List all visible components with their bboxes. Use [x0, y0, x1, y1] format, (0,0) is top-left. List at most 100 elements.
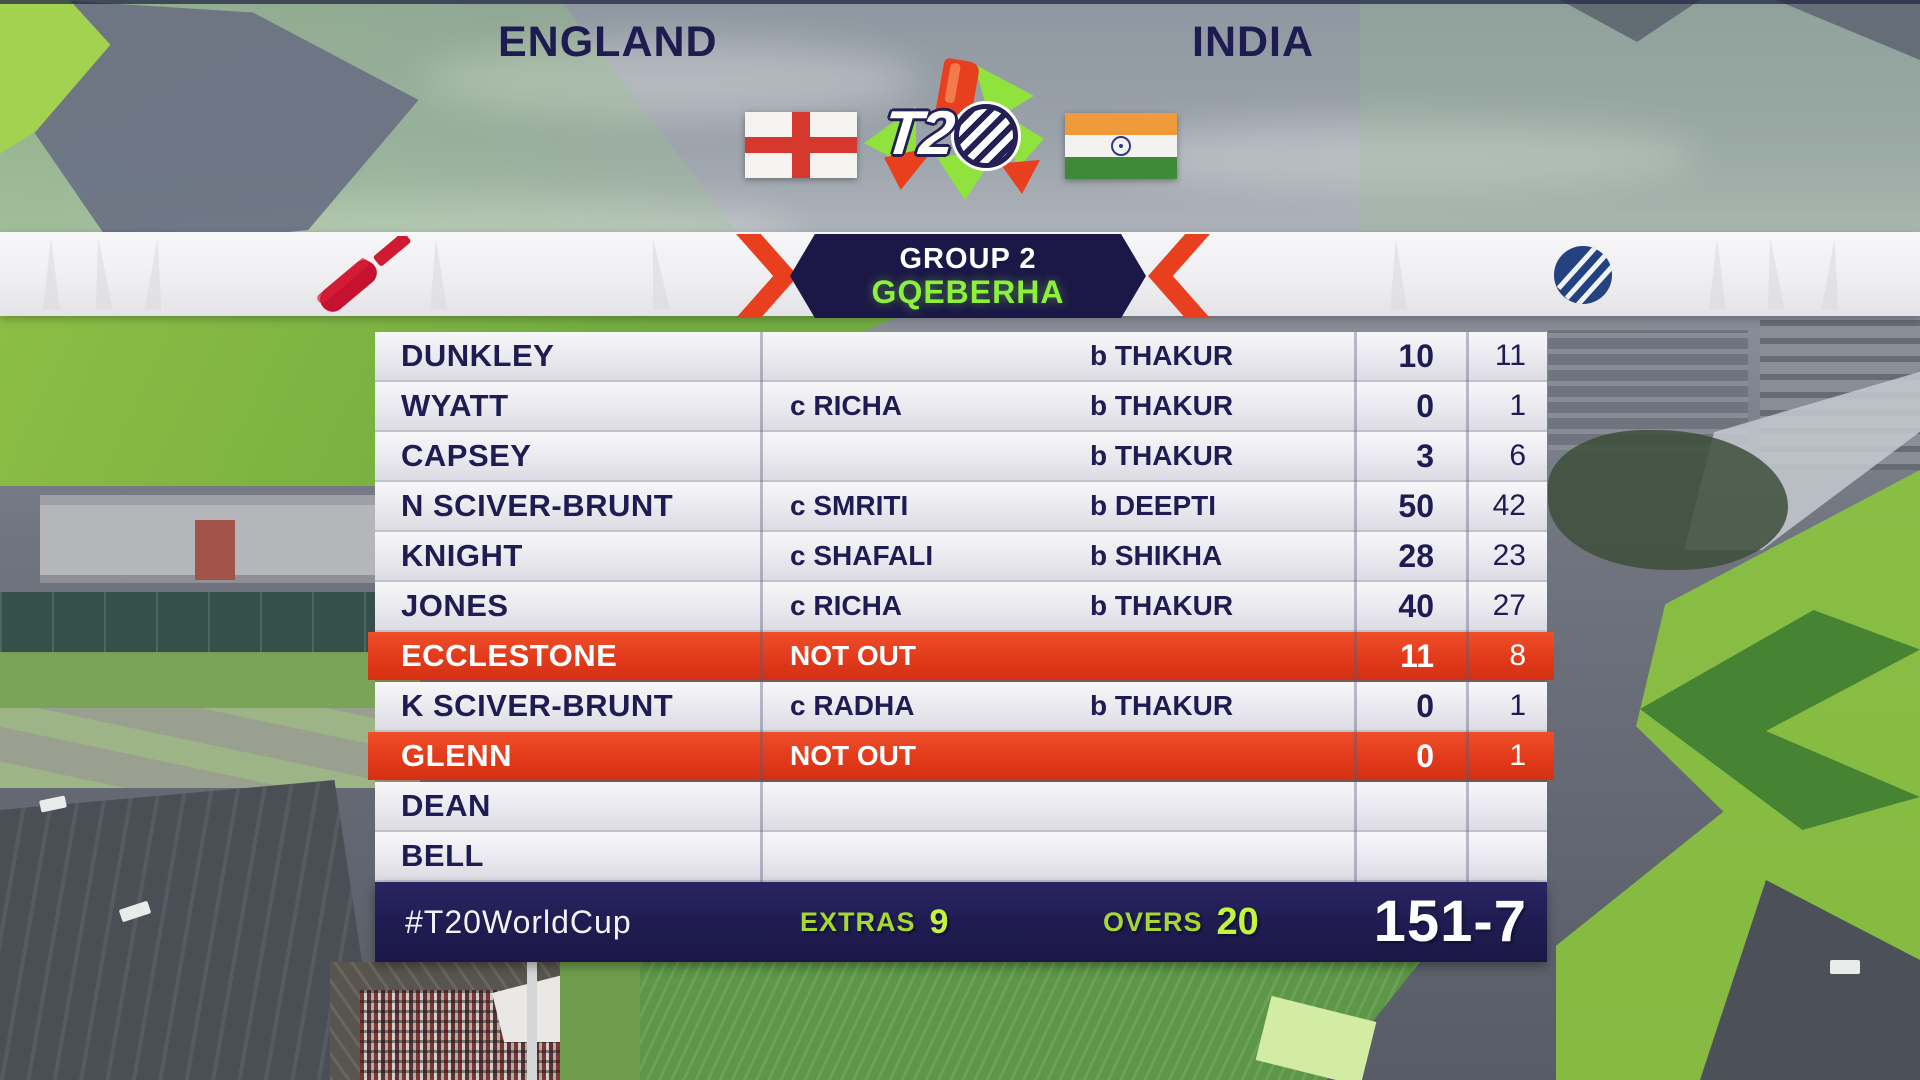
- balls-value: 11: [1494, 339, 1526, 372]
- batter-name: ECCLESTONE: [401, 638, 618, 673]
- dismissal-catch: NOT OUT: [790, 640, 916, 671]
- dismissal-bowler: b THAKUR: [1090, 340, 1234, 371]
- bg-shape: [0, 708, 420, 788]
- batter-name: WYATT: [401, 388, 509, 423]
- runs-value: 3: [1416, 438, 1434, 474]
- score-summary-bar: #T20WorldCup EXTRAS 9 OVERS 20 151-7: [375, 882, 1547, 962]
- overs-group: OVERS 20: [1103, 882, 1259, 962]
- runs-value: 40: [1398, 588, 1434, 624]
- ashoka-chakra-icon: [1111, 136, 1131, 156]
- overs-value: 20: [1216, 900, 1259, 943]
- balls-value: 27: [1492, 589, 1526, 622]
- batter-name: JONES: [401, 588, 509, 623]
- bg-shape: [0, 652, 420, 710]
- batter-name: K SCIVER-BRUNT: [401, 688, 674, 723]
- balls-value: 1: [1509, 689, 1526, 722]
- band-watermark: [1809, 238, 1848, 310]
- batter-name: KNIGHT: [401, 538, 523, 573]
- balls-value: 1: [1509, 389, 1526, 422]
- bg-car: [1830, 960, 1860, 974]
- bg-roof: [0, 780, 380, 1080]
- band-watermark: [1370, 238, 1417, 310]
- dismissal-bowler: b SHIKHA: [1090, 540, 1223, 571]
- dismissal-catch: c RICHA: [790, 590, 903, 621]
- table-row: N SCIVER-BRUNT c SMRITI b DEEPTI 50 42: [375, 482, 1547, 532]
- india-flag: [1065, 113, 1177, 179]
- band-watermark: [72, 238, 121, 310]
- runs-value: 11: [1400, 638, 1434, 674]
- dismissal-catch: c RADHA: [790, 690, 915, 721]
- hashtag-label: #T20WorldCup: [405, 904, 632, 940]
- table-row: DEAN: [375, 782, 1547, 832]
- batter-name: BELL: [401, 838, 484, 873]
- runs-value: 0: [1416, 688, 1434, 724]
- bg-trees: [1548, 430, 1788, 570]
- batter-name: N SCIVER-BRUNT: [401, 488, 674, 523]
- table-row: GLENN NOT OUT 0 1: [368, 732, 1554, 782]
- table-row: ECCLESTONE NOT OUT 11 8: [368, 632, 1554, 682]
- dismissal-catch: c SMRITI: [790, 490, 909, 521]
- dismissal-bowler: b THAKUR: [1090, 690, 1234, 721]
- total-score: 151-7: [1373, 889, 1527, 954]
- overs-label: OVERS: [1103, 906, 1203, 937]
- batter-name: CAPSEY: [401, 438, 532, 473]
- table-row: WYATT c RICHA b THAKUR 0 1: [375, 382, 1547, 432]
- team-name-india: INDIA: [1192, 18, 1315, 66]
- dismissal-catch: c RICHA: [790, 390, 903, 421]
- table-row: BELL: [375, 832, 1547, 882]
- column-divider: [1466, 332, 1469, 882]
- dismissal-bowler: b THAKUR: [1090, 440, 1234, 471]
- t20-world-cup-logo: T2: [862, 57, 1044, 202]
- dismissal-bowler: b THAKUR: [1090, 590, 1234, 621]
- group-venue-badge: GROUP 2 GQEBERHA: [790, 234, 1146, 318]
- cricket-bat-icon: [296, 232, 426, 316]
- flag-stripe: [1065, 113, 1177, 135]
- band-watermark: [1691, 238, 1735, 310]
- column-divider: [760, 332, 763, 882]
- extras-group: EXTRAS 9: [800, 882, 948, 962]
- dismissal-catch: c SHAFALI: [790, 540, 934, 571]
- balls-value: 8: [1509, 639, 1526, 672]
- dismissal-bowler: b DEEPTI: [1090, 490, 1217, 521]
- bg-shape: [560, 962, 650, 1080]
- balls-value: 1: [1509, 739, 1526, 772]
- logo-ball-icon: [954, 104, 1018, 168]
- table-row: CAPSEY b THAKUR 3 6: [375, 432, 1547, 482]
- flag-cross: [745, 137, 857, 153]
- batter-name: DEAN: [401, 788, 491, 823]
- broadcaster-ball-icon: [1554, 246, 1612, 304]
- band-watermark: [627, 238, 679, 310]
- scorecard-table: DUNKLEY b THAKUR 10 11 WYATT c RICHA b THAKUR 0…: [368, 332, 1554, 882]
- column-divider: [1354, 332, 1357, 882]
- logo-triangle: [1000, 160, 1040, 194]
- scorecard-rows: DUNKLEY b THAKUR 10 11 WYATT c RICHA b THAKUR 0…: [368, 332, 1554, 882]
- bg-pole: [527, 962, 537, 1080]
- batter-name: DUNKLEY: [401, 338, 555, 373]
- dismissal-bowler: b THAKUR: [1090, 390, 1234, 421]
- flag-stripe: [1065, 157, 1177, 179]
- dismissal-catch: NOT OUT: [790, 740, 916, 771]
- band-watermark: [132, 238, 171, 310]
- runs-value: 10: [1398, 338, 1434, 374]
- table-row: K SCIVER-BRUNT c RADHA b THAKUR 0 1: [375, 682, 1547, 732]
- england-flag: [745, 112, 857, 178]
- group-label: GROUP 2: [899, 243, 1037, 275]
- venue-label: GQEBERHA: [871, 274, 1065, 310]
- table-row: DUNKLEY b THAKUR 10 11: [375, 332, 1547, 382]
- table-row: KNIGHT c SHAFALI b SHIKHA 28 23: [375, 532, 1547, 582]
- band-watermark: [25, 238, 69, 310]
- extras-label: EXTRAS: [800, 906, 916, 937]
- bg-building: [195, 520, 235, 580]
- team-name-england: ENGLAND: [498, 18, 718, 66]
- extras-value: 9: [929, 902, 949, 941]
- runs-value: 0: [1416, 388, 1434, 424]
- balls-value: 42: [1492, 489, 1526, 522]
- band-watermark: [1744, 238, 1793, 310]
- runs-value: 28: [1398, 538, 1434, 574]
- bg-courts: [0, 592, 420, 654]
- cloud: [1100, 120, 1700, 190]
- runs-value: 0: [1416, 738, 1434, 774]
- runs-value: 50: [1398, 488, 1434, 524]
- balls-value: 23: [1492, 539, 1526, 572]
